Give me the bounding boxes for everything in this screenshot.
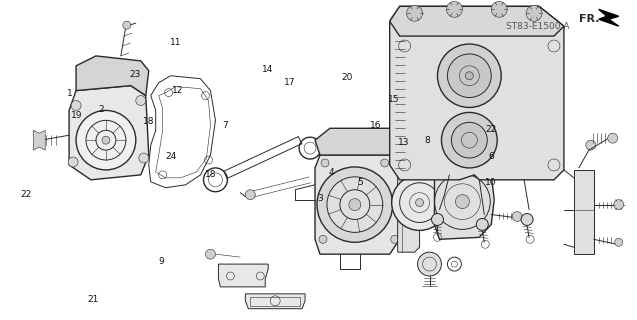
Text: 4: 4 [328, 168, 334, 177]
Text: 22: 22 [20, 190, 31, 199]
Polygon shape [315, 155, 399, 254]
Text: 12: 12 [172, 86, 183, 95]
Polygon shape [574, 170, 594, 254]
Polygon shape [434, 163, 494, 239]
Circle shape [452, 122, 487, 158]
Text: 18: 18 [205, 170, 217, 179]
Text: 22: 22 [485, 125, 497, 134]
Circle shape [392, 175, 447, 230]
Circle shape [476, 219, 488, 230]
Text: 19: 19 [71, 111, 82, 120]
Circle shape [491, 1, 507, 17]
Polygon shape [315, 128, 399, 155]
Circle shape [319, 235, 327, 243]
Polygon shape [69, 86, 149, 180]
Text: 21: 21 [88, 295, 99, 304]
Polygon shape [76, 56, 149, 96]
Polygon shape [218, 264, 268, 287]
Text: 18: 18 [143, 117, 155, 126]
Polygon shape [245, 294, 305, 309]
Text: 7: 7 [222, 121, 227, 130]
Circle shape [466, 72, 473, 80]
Text: 11: 11 [170, 38, 182, 47]
Circle shape [526, 5, 542, 21]
Circle shape [76, 110, 136, 170]
Circle shape [102, 136, 110, 144]
Circle shape [431, 213, 443, 225]
Polygon shape [390, 6, 564, 180]
Text: 13: 13 [398, 138, 410, 147]
Text: 3: 3 [317, 194, 324, 203]
Circle shape [613, 200, 624, 210]
Circle shape [68, 157, 78, 167]
Polygon shape [397, 153, 420, 252]
Circle shape [390, 235, 399, 243]
Circle shape [608, 133, 618, 143]
Circle shape [381, 159, 389, 167]
Circle shape [455, 195, 469, 209]
Circle shape [512, 212, 522, 221]
Circle shape [615, 238, 623, 246]
Text: 17: 17 [284, 78, 296, 87]
Polygon shape [390, 6, 564, 36]
Circle shape [415, 199, 424, 207]
Text: 10: 10 [485, 178, 497, 187]
Circle shape [34, 135, 44, 145]
Circle shape [441, 112, 497, 168]
Circle shape [349, 199, 361, 211]
Circle shape [136, 96, 146, 106]
Circle shape [586, 140, 596, 150]
Text: 8: 8 [425, 136, 431, 146]
Circle shape [327, 177, 383, 232]
Text: 6: 6 [488, 152, 494, 161]
Text: 24: 24 [166, 152, 177, 161]
Circle shape [317, 167, 392, 242]
Text: 2: 2 [99, 105, 104, 114]
Text: FR.: FR. [579, 14, 599, 24]
Circle shape [447, 54, 491, 98]
Text: 9: 9 [159, 257, 164, 266]
Circle shape [521, 213, 533, 225]
Text: 23: 23 [129, 70, 140, 79]
Circle shape [71, 100, 81, 110]
Text: 20: 20 [341, 73, 353, 82]
Circle shape [123, 21, 131, 29]
Circle shape [406, 5, 422, 21]
Polygon shape [33, 130, 45, 150]
Circle shape [245, 190, 255, 200]
Circle shape [447, 1, 462, 17]
Text: ST83-E1500 A: ST83-E1500 A [506, 22, 569, 31]
Circle shape [438, 44, 501, 108]
Circle shape [321, 159, 329, 167]
Text: 5: 5 [357, 178, 362, 187]
Circle shape [418, 252, 441, 276]
Text: 1: 1 [67, 89, 73, 98]
Text: 15: 15 [387, 95, 399, 104]
Circle shape [206, 249, 215, 259]
Polygon shape [599, 9, 619, 26]
Text: 14: 14 [262, 65, 273, 74]
Text: 16: 16 [370, 121, 382, 130]
Circle shape [139, 153, 149, 163]
